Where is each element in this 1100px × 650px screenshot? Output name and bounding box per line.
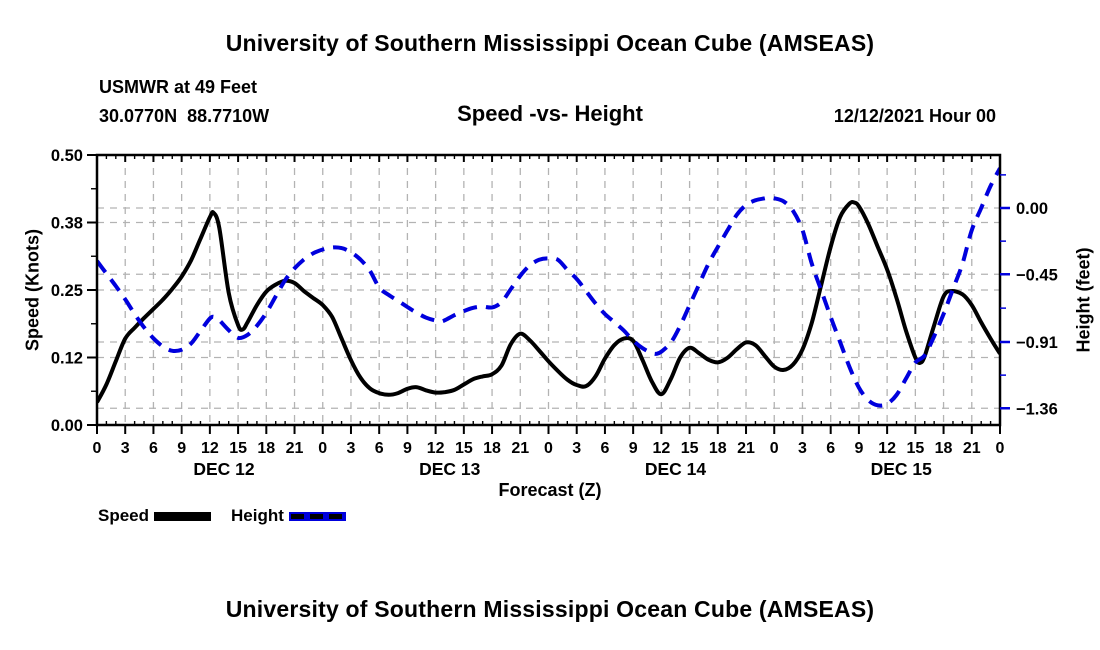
svg-text:0.25: 0.25 — [51, 282, 83, 300]
svg-text:3: 3 — [572, 440, 581, 457]
svg-text:DEC 13: DEC 13 — [419, 459, 481, 479]
svg-text:15: 15 — [229, 440, 247, 457]
chart-subtitle: Speed -vs- Height — [457, 101, 643, 126]
svg-text:3: 3 — [121, 440, 130, 457]
svg-text:15: 15 — [906, 440, 924, 457]
svg-text:15: 15 — [455, 440, 473, 457]
speed-line-swatch — [154, 511, 212, 521]
forecast-datetime: 12/12/2021 Hour 00 — [833, 106, 996, 126]
legend: Speed Height — [98, 506, 346, 526]
data-curves — [97, 167, 1000, 408]
svg-text:6: 6 — [149, 440, 158, 457]
svg-text:DEC 14: DEC 14 — [645, 459, 707, 479]
svg-text:6: 6 — [826, 440, 835, 457]
top-title: University of Southern Mississippi Ocean… — [225, 30, 875, 56]
legend-speed-label: Speed — [98, 506, 150, 525]
svg-text:0.00: 0.00 — [51, 417, 83, 435]
svg-text:0: 0 — [544, 440, 553, 457]
axis-ticks — [87, 154, 1010, 434]
svg-text:DEC 15: DEC 15 — [871, 459, 933, 479]
svg-text:21: 21 — [511, 440, 529, 457]
station-coordinates: 30.0770N 88.7710W — [99, 106, 270, 126]
svg-text:0.12: 0.12 — [51, 350, 83, 368]
svg-text:6: 6 — [600, 440, 609, 457]
svg-text:21: 21 — [963, 440, 981, 457]
svg-text:−0.45: −0.45 — [1016, 266, 1058, 284]
station-name: USMWR at 49 Feet — [99, 77, 258, 97]
axis-tick-labels: 0.50 0.38 0.25 0.12 0.00 0.00 −0.45 −0.91 −1.36 0… — [51, 147, 1058, 457]
svg-text:0: 0 — [93, 440, 102, 457]
svg-text:21: 21 — [286, 440, 304, 457]
svg-text:18: 18 — [257, 440, 275, 457]
svg-text:0: 0 — [770, 440, 779, 457]
svg-text:DEC 12: DEC 12 — [193, 459, 255, 479]
svg-text:9: 9 — [403, 440, 412, 457]
svg-text:0.38: 0.38 — [51, 215, 83, 233]
svg-text:0: 0 — [996, 440, 1005, 457]
svg-text:6: 6 — [375, 440, 384, 457]
svg-text:0.00: 0.00 — [1016, 200, 1048, 218]
svg-text:15: 15 — [681, 440, 699, 457]
svg-text:3: 3 — [798, 440, 807, 457]
svg-text:12: 12 — [201, 440, 219, 457]
svg-text:9: 9 — [177, 440, 186, 457]
svg-text:12: 12 — [652, 440, 670, 457]
svg-text:9: 9 — [854, 440, 863, 457]
x-axis-label: Forecast (Z) — [498, 480, 602, 500]
svg-text:0.50: 0.50 — [51, 147, 83, 165]
svg-text:21: 21 — [737, 440, 755, 457]
svg-text:3: 3 — [347, 440, 356, 457]
svg-text:−0.91: −0.91 — [1016, 334, 1058, 352]
svg-text:0: 0 — [318, 440, 327, 457]
svg-text:12: 12 — [878, 440, 896, 457]
svg-text:18: 18 — [483, 440, 501, 457]
svg-text:9: 9 — [629, 440, 638, 457]
bottom-title: University of Southern Mississippi Ocean… — [225, 596, 875, 622]
svg-text:18: 18 — [935, 440, 953, 457]
legend-height-label: Height — [231, 506, 284, 525]
svg-text:18: 18 — [709, 440, 727, 457]
height-curve — [97, 167, 1000, 408]
svg-text:12: 12 — [427, 440, 445, 457]
date-labels: DEC 12 DEC 13 DEC 14 DEC 15 — [193, 459, 932, 479]
grid-lines — [97, 155, 1000, 425]
height-line-swatch — [288, 511, 346, 521]
svg-text:−1.36: −1.36 — [1016, 400, 1058, 418]
speed-curve — [97, 200, 1000, 404]
